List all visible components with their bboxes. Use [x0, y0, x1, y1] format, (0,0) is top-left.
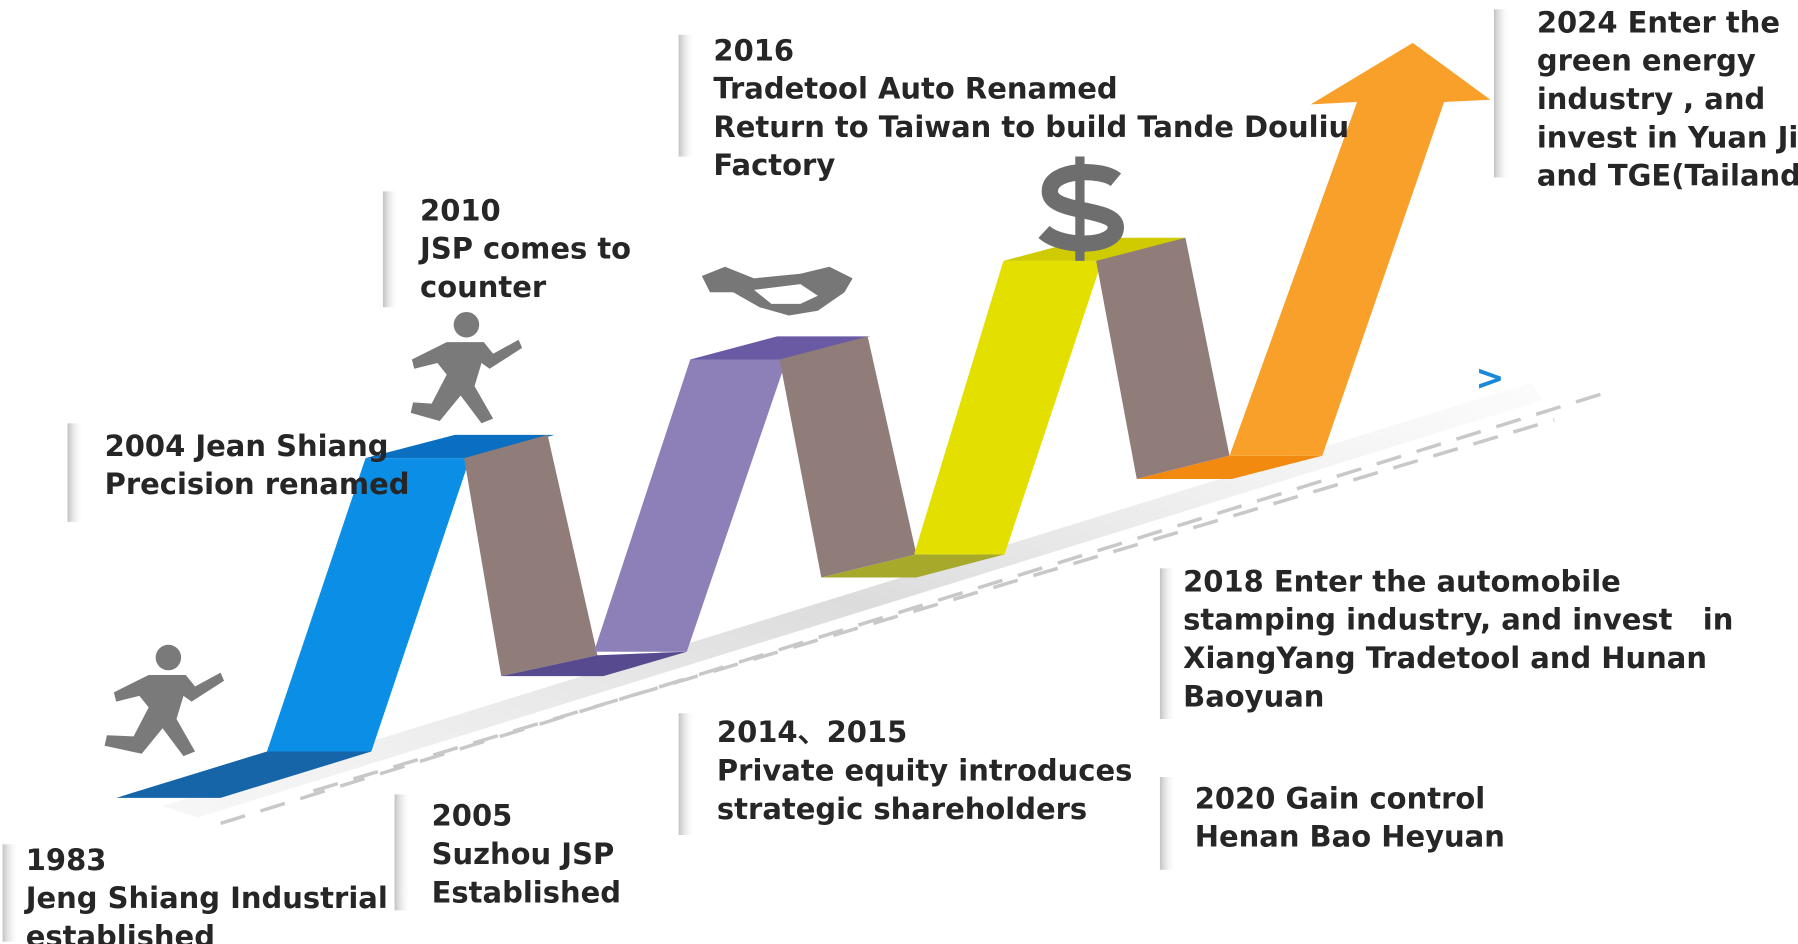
milestone-line: Suzhou JSP: [432, 837, 615, 871]
milestone: 2014、2015 Private equity introduces strate…: [717, 715, 1132, 826]
milestone-line: invest in Yuan Jie: [1537, 120, 1798, 154]
handshake-icon: [702, 267, 853, 316]
ribbon-blue: [267, 458, 470, 751]
milestone-line: established: [26, 919, 215, 944]
runner-icon: [105, 645, 224, 756]
milestone-line: Private equity introduces: [717, 753, 1132, 787]
milestone: 2005 Suzhou JSP Established: [432, 799, 621, 910]
ribbon-yellow: [914, 261, 1102, 554]
milestone-line: 2005: [432, 799, 513, 833]
timeline-diagram: > 1983 Jeng Shiang Industrial established 2…: [0, 0, 1798, 944]
milestone-line: Henan Bao Heyuan: [1195, 820, 1505, 854]
chevron: >: [1475, 359, 1504, 399]
milestone: 2016 Tradetool Auto Renamed Return to Taiw…: [713, 33, 1349, 182]
milestone-line: counter: [420, 270, 547, 304]
milestone: 2018 Enter the automobile stamping indust…: [1183, 564, 1733, 713]
ribbon-brown: [780, 336, 917, 577]
milestone-line: and TGE(Tailand): [1537, 159, 1798, 193]
ribbon-purple: [594, 360, 787, 652]
ribbon-brown: [464, 435, 597, 676]
arrow-orange: [1230, 43, 1491, 456]
milestone-line: JSP comes to: [418, 232, 631, 266]
milestone: 2010 JSP comes to counter: [418, 193, 631, 304]
milestone: 2024 Enter the green energy industry , and…: [1537, 5, 1798, 192]
milestone-line: green energy: [1537, 44, 1756, 78]
milestone: 1983 Jeng Shiang Industrial established: [24, 843, 388, 944]
milestone-line: Established: [432, 875, 621, 909]
milestone-line: 2020 Gain control: [1195, 781, 1486, 815]
milestone-line: Tradetool Auto Renamed: [713, 72, 1117, 106]
milestone-line: XiangYang Tradetool and Hunan: [1183, 641, 1707, 675]
milestone-line: Jeng Shiang Industrial: [24, 881, 388, 915]
runner-icon: [411, 312, 522, 423]
milestone-line: 2010: [420, 193, 501, 227]
milestone-line: Precision renamed: [105, 467, 410, 501]
milestone-line: Return to Taiwan to build Tande Douliu: [713, 110, 1349, 144]
milestone-line: strategic shareholders: [717, 792, 1087, 826]
milestone-line: 1983: [26, 843, 107, 877]
milestone-line: 2004 Jean Shiang: [105, 429, 389, 463]
page: > 1983 Jeng Shiang Industrial established 2…: [0, 0, 1798, 944]
milestone-line: industry , and: [1537, 82, 1765, 116]
ribbon-brown: [1096, 238, 1229, 479]
milestone-line: Baoyuan: [1183, 679, 1324, 713]
milestone-line: stamping industry, and invest in: [1183, 603, 1733, 637]
milestone-labels: 1983 Jeng Shiang Industrial established 200…: [24, 5, 1798, 944]
milestone-line: Factory: [713, 148, 835, 182]
milestone-line: 2018 Enter the automobile: [1183, 564, 1621, 598]
milestone-line: 2016: [713, 33, 794, 67]
milestone-line: 2024 Enter the: [1537, 5, 1780, 39]
milestone: 2020 Gain control Henan Bao Heyuan: [1195, 781, 1505, 853]
milestone-line: 2014、2015: [717, 715, 907, 749]
